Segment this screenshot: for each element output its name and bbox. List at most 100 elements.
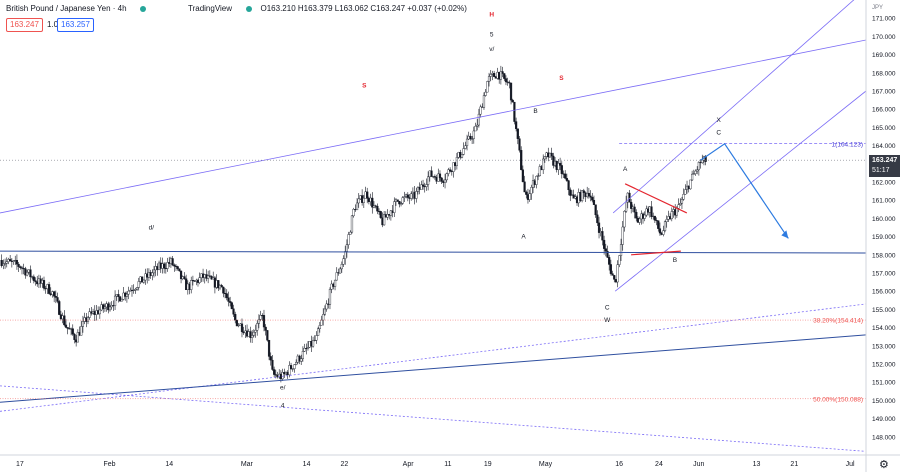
candle-body	[682, 194, 685, 200]
candle-body	[559, 162, 562, 166]
price-tick-label: 148.000	[872, 434, 896, 441]
candle-body	[9, 259, 12, 262]
time-tick-label: Jun	[693, 461, 704, 468]
candle-body	[347, 234, 350, 245]
candle-body	[606, 250, 609, 258]
symbol-title[interactable]: British Pound / Japanese Yen · 4h	[6, 4, 127, 13]
buy-price-button[interactable]: 163.257	[57, 18, 94, 32]
candle-body	[76, 332, 79, 343]
candle-body	[399, 203, 403, 205]
candle-body	[222, 286, 225, 294]
candle-body	[677, 204, 680, 209]
candle-body	[643, 214, 646, 219]
candle-body	[425, 184, 428, 187]
candle-body	[538, 166, 541, 177]
candle-body	[557, 162, 560, 170]
candle-body	[257, 319, 261, 324]
candle-body	[269, 356, 272, 361]
candle-body	[376, 205, 379, 212]
candle-body	[596, 214, 599, 224]
candle-body	[267, 339, 271, 357]
candle-body	[98, 309, 101, 315]
time-tick-label: Jul	[846, 461, 855, 468]
triangle-lower-line	[631, 250, 681, 256]
trendline-horizontal	[0, 250, 867, 254]
candle-body	[401, 197, 404, 204]
candle-body	[171, 258, 174, 266]
candle-body	[582, 190, 585, 194]
quantity-value: 1.0	[44, 19, 62, 31]
time-axis[interactable]: 17 Feb 14 Mar 14 22 Apr 11 19 May 16 24 Jun 13 21 Jul	[0, 454, 900, 468]
price-tick-label: 164.000	[872, 143, 896, 150]
candle-body	[256, 323, 259, 331]
candle-body	[663, 221, 667, 231]
candle-body	[64, 324, 68, 328]
trendline-rising-channel-upper	[612, 0, 855, 214]
wave-label: v/	[489, 46, 494, 53]
price-axis[interactable]: JPY 148.000 149.000 150.000 151.000 152.000 15…	[865, 0, 896, 472]
candle-body	[254, 330, 257, 333]
candle-body	[525, 191, 528, 195]
candle-body	[317, 328, 320, 336]
wave-label: C	[716, 130, 721, 137]
price-tick-label: 154.000	[872, 325, 896, 332]
candle-body	[619, 244, 623, 256]
candle-body	[117, 294, 120, 297]
candle-body	[515, 121, 518, 129]
candle-body	[103, 306, 107, 309]
candle-body	[427, 176, 430, 185]
candle-body	[362, 197, 365, 203]
candle-body	[535, 175, 538, 185]
candle-body	[179, 270, 183, 280]
candle-body	[692, 173, 695, 175]
candle-body	[208, 275, 211, 277]
last-price-badge: 163.247 51:17	[869, 155, 900, 177]
price-tick-label: 153.000	[872, 343, 896, 350]
candle-body	[581, 190, 584, 202]
candle-body	[479, 106, 482, 115]
candle-body	[386, 214, 389, 218]
fib-level-label: 50.00%(150.088)	[813, 396, 863, 403]
candle-body	[630, 201, 633, 209]
price-tick-label: 151.000	[872, 380, 896, 387]
candle-body	[47, 284, 51, 294]
candle-body	[108, 306, 112, 311]
candle-body	[506, 81, 509, 83]
candle-body	[589, 195, 592, 198]
candle-body	[135, 287, 139, 290]
candle-body	[259, 315, 262, 320]
candle-body	[445, 173, 448, 181]
candle-body	[320, 319, 323, 326]
candle-body	[313, 339, 316, 341]
candle-body	[53, 291, 56, 297]
time-tick-label: 13	[753, 461, 761, 468]
candle-body	[357, 198, 360, 204]
candle-body	[530, 187, 533, 194]
candle-body	[271, 359, 274, 370]
candle-body	[252, 331, 255, 336]
sell-price-button[interactable]: 163.247	[6, 18, 43, 32]
candle-body	[521, 169, 524, 183]
candle-body	[653, 215, 656, 221]
candle-body	[449, 169, 452, 172]
candle-body	[237, 324, 240, 327]
candle-body	[152, 269, 156, 274]
candle-body	[303, 347, 306, 352]
candle-body	[137, 281, 140, 288]
gear-icon[interactable]: ⚙	[879, 459, 889, 471]
candle-body	[207, 275, 210, 279]
candle-body	[141, 276, 144, 283]
market-open-icon	[139, 5, 146, 12]
candle-body	[670, 211, 673, 220]
candle-body	[318, 325, 321, 329]
candle-body	[163, 263, 166, 269]
candle-body	[178, 268, 181, 272]
candle-body	[173, 264, 176, 267]
time-tick-label: 19	[484, 461, 492, 468]
candle-body	[344, 251, 347, 259]
candle-body	[650, 206, 653, 217]
candle-body	[487, 76, 491, 82]
candle-body	[665, 219, 668, 222]
